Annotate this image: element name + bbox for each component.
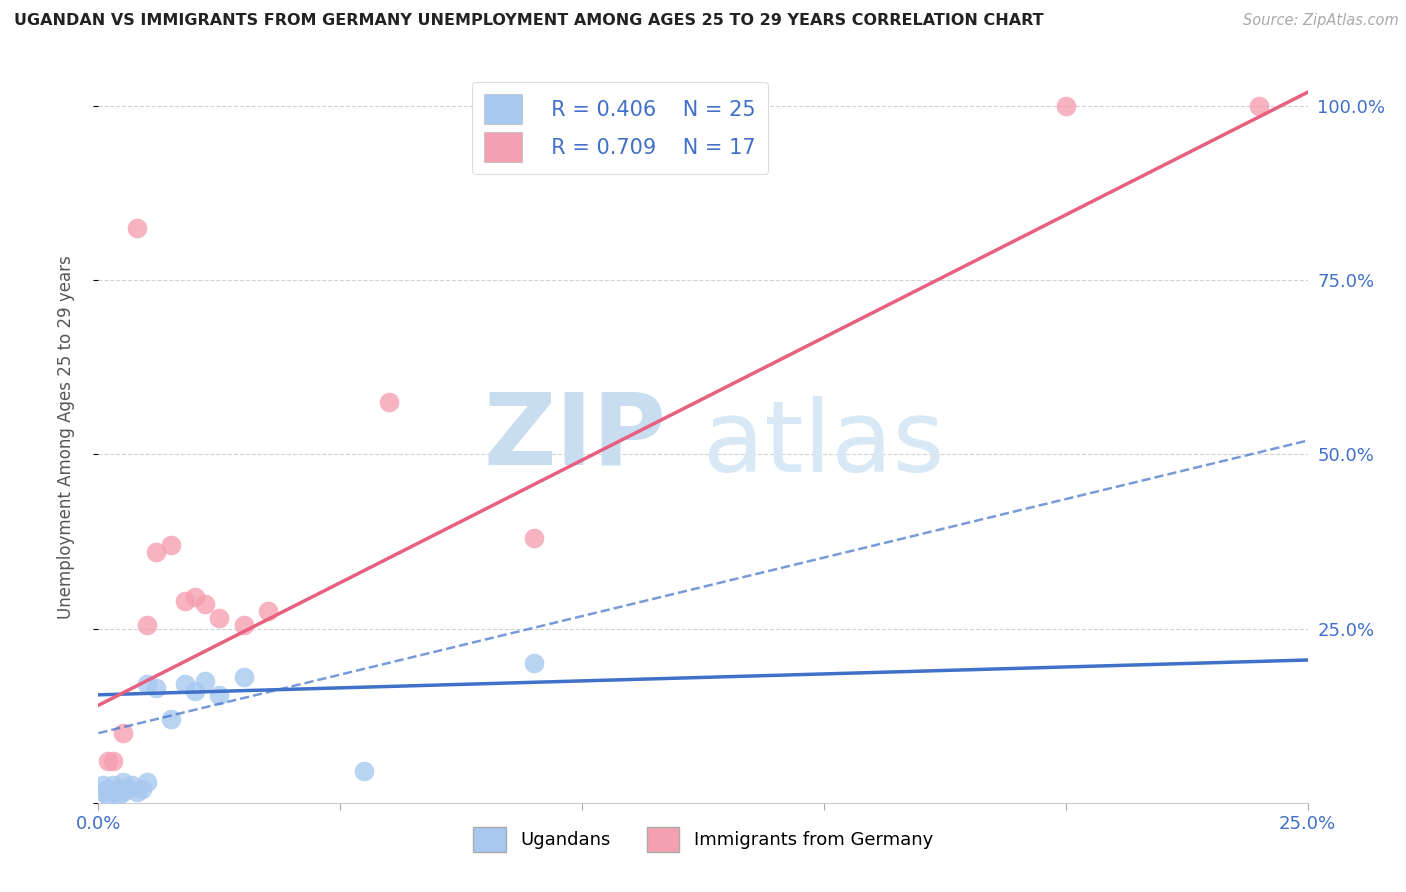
Point — [107, 781, 129, 796]
Point — [135, 775, 157, 789]
Point — [184, 591, 207, 605]
Point — [208, 611, 231, 625]
Point — [160, 712, 183, 726]
Point — [111, 775, 134, 789]
Point — [135, 677, 157, 691]
Point — [91, 785, 114, 799]
Point — [232, 618, 254, 632]
Point — [174, 594, 197, 608]
Text: ZIP: ZIP — [484, 389, 666, 485]
Point — [135, 618, 157, 632]
Text: Source: ZipAtlas.com: Source: ZipAtlas.com — [1243, 13, 1399, 29]
Point — [160, 538, 183, 552]
Point — [377, 395, 399, 409]
Point — [194, 673, 217, 688]
Point — [111, 785, 134, 799]
Point — [1054, 99, 1077, 113]
Text: atlas: atlas — [703, 396, 945, 493]
Point — [127, 221, 149, 235]
Point — [97, 781, 120, 796]
Point — [145, 545, 167, 559]
Point — [1249, 99, 1271, 113]
Y-axis label: Unemployment Among Ages 25 to 29 years: Unemployment Among Ages 25 to 29 years — [56, 255, 75, 619]
Point — [194, 597, 217, 611]
Point — [97, 789, 120, 803]
Point — [91, 778, 114, 792]
Point — [208, 688, 231, 702]
Point — [101, 785, 124, 799]
Text: UGANDAN VS IMMIGRANTS FROM GERMANY UNEMPLOYMENT AMONG AGES 25 TO 29 YEARS CORREL: UGANDAN VS IMMIGRANTS FROM GERMANY UNEMP… — [14, 13, 1043, 29]
Point — [523, 657, 546, 671]
Point — [256, 604, 278, 618]
Point — [101, 778, 124, 792]
Point — [131, 781, 153, 796]
Point — [97, 754, 120, 768]
Point — [111, 726, 134, 740]
Point — [145, 681, 167, 695]
Point — [184, 684, 207, 698]
Point — [117, 781, 139, 796]
Point — [232, 670, 254, 684]
Point — [523, 531, 546, 545]
Point — [101, 754, 124, 768]
Point — [107, 789, 129, 803]
Point — [127, 785, 149, 799]
Point — [121, 778, 143, 792]
Legend: Ugandans, Immigrants from Germany: Ugandans, Immigrants from Germany — [465, 820, 941, 860]
Point — [174, 677, 197, 691]
Point — [353, 764, 375, 779]
